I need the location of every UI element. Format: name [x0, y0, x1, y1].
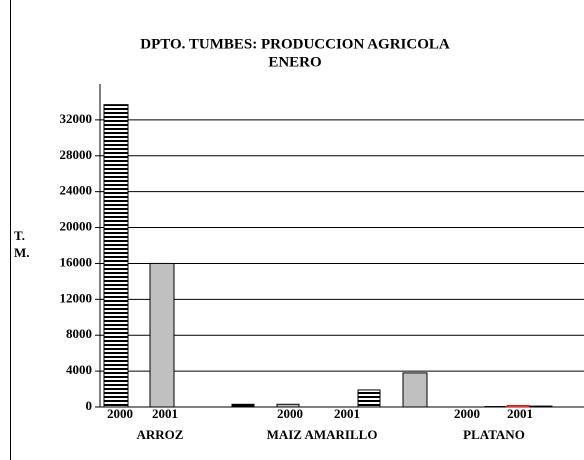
y-tick-label: 0 — [86, 398, 93, 413]
bar — [276, 403, 300, 408]
y-tick-label: 32000 — [60, 111, 93, 126]
chart-title: DPTO. TUMBES: PRODUCCION AGRICOLA — [140, 36, 450, 52]
x-tick-label: 2000 — [277, 406, 303, 421]
chart-subtitle: ENERO — [268, 54, 321, 70]
bar — [103, 104, 129, 408]
y-tick-label: 16000 — [60, 254, 93, 269]
x-tick-label: 2001 — [152, 406, 178, 421]
y-tick-label: 28000 — [60, 147, 93, 162]
y-tick-label: 8000 — [66, 326, 92, 341]
bar — [402, 372, 428, 408]
x-group-label: PLATANO — [463, 427, 525, 442]
y-axis-label: T. — [14, 228, 25, 243]
x-tick-label: 2000 — [454, 406, 480, 421]
x-group-label: MAIZ AMARILLO — [267, 427, 378, 442]
x-tick-label: 2000 — [107, 406, 133, 421]
y-tick-label: 24000 — [60, 183, 93, 198]
x-tick-label: 2001 — [334, 406, 360, 421]
bar — [529, 405, 553, 408]
x-tick-label: 2001 — [507, 406, 533, 421]
bar — [149, 262, 175, 408]
bar — [506, 405, 530, 408]
y-tick-label: 20000 — [60, 219, 93, 234]
bar — [357, 389, 381, 408]
y-tick-label: 12000 — [60, 290, 93, 305]
y-tick-label: 4000 — [66, 362, 92, 377]
x-group-label: ARROZ — [137, 427, 184, 442]
y-axis-label: M. — [14, 245, 30, 260]
bar — [231, 403, 255, 408]
